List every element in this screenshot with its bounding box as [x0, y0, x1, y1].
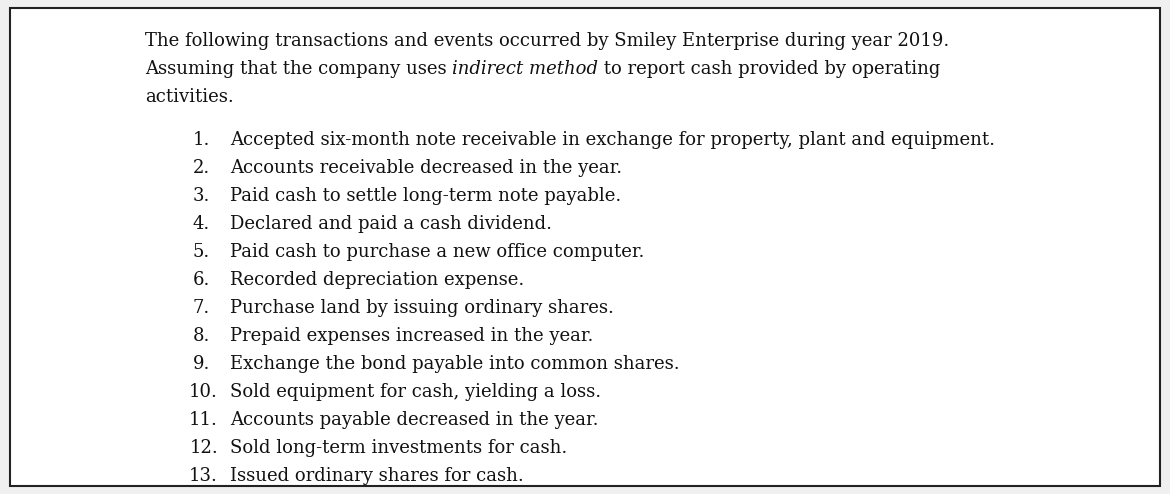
Text: 7.: 7.: [193, 299, 209, 318]
Text: 4.: 4.: [193, 215, 209, 233]
Text: 5.: 5.: [193, 244, 209, 261]
Text: 8.: 8.: [193, 328, 209, 345]
Text: Recorded depreciation expense.: Recorded depreciation expense.: [230, 271, 524, 289]
Text: 3.: 3.: [193, 187, 209, 206]
Text: Declared and paid a cash dividend.: Declared and paid a cash dividend.: [230, 215, 552, 233]
Text: to report cash provided by operating: to report cash provided by operating: [598, 60, 941, 78]
Text: 12.: 12.: [190, 439, 218, 457]
Text: 2.: 2.: [193, 160, 209, 177]
Text: The following transactions and events occurred by Smiley Enterprise during year : The following transactions and events oc…: [145, 32, 949, 50]
Text: Paid cash to purchase a new office computer.: Paid cash to purchase a new office compu…: [230, 244, 645, 261]
Text: 6.: 6.: [193, 271, 209, 289]
Text: 11.: 11.: [190, 412, 218, 429]
Text: Accounts receivable decreased in the year.: Accounts receivable decreased in the yea…: [230, 160, 622, 177]
Text: Prepaid expenses increased in the year.: Prepaid expenses increased in the year.: [230, 328, 593, 345]
Text: 10.: 10.: [190, 383, 218, 402]
Text: activities.: activities.: [145, 88, 234, 106]
Text: Sold long-term investments for cash.: Sold long-term investments for cash.: [230, 439, 567, 457]
Text: Paid cash to settle long-term note payable.: Paid cash to settle long-term note payab…: [230, 187, 621, 206]
Text: Accepted six-month note receivable in exchange for property, plant and equipment: Accepted six-month note receivable in ex…: [230, 131, 994, 149]
Text: indirect method: indirect method: [453, 60, 598, 78]
Text: 1.: 1.: [193, 131, 209, 149]
Text: 13.: 13.: [190, 467, 218, 486]
Text: Sold equipment for cash, yielding a loss.: Sold equipment for cash, yielding a loss…: [230, 383, 601, 402]
Text: Issued ordinary shares for cash.: Issued ordinary shares for cash.: [230, 467, 524, 486]
Text: Assuming that the company uses: Assuming that the company uses: [145, 60, 453, 78]
Text: Exchange the bond payable into common shares.: Exchange the bond payable into common sh…: [230, 355, 680, 373]
Text: Accounts payable decreased in the year.: Accounts payable decreased in the year.: [230, 412, 599, 429]
Text: Purchase land by issuing ordinary shares.: Purchase land by issuing ordinary shares…: [230, 299, 614, 318]
Text: 9.: 9.: [193, 355, 209, 373]
